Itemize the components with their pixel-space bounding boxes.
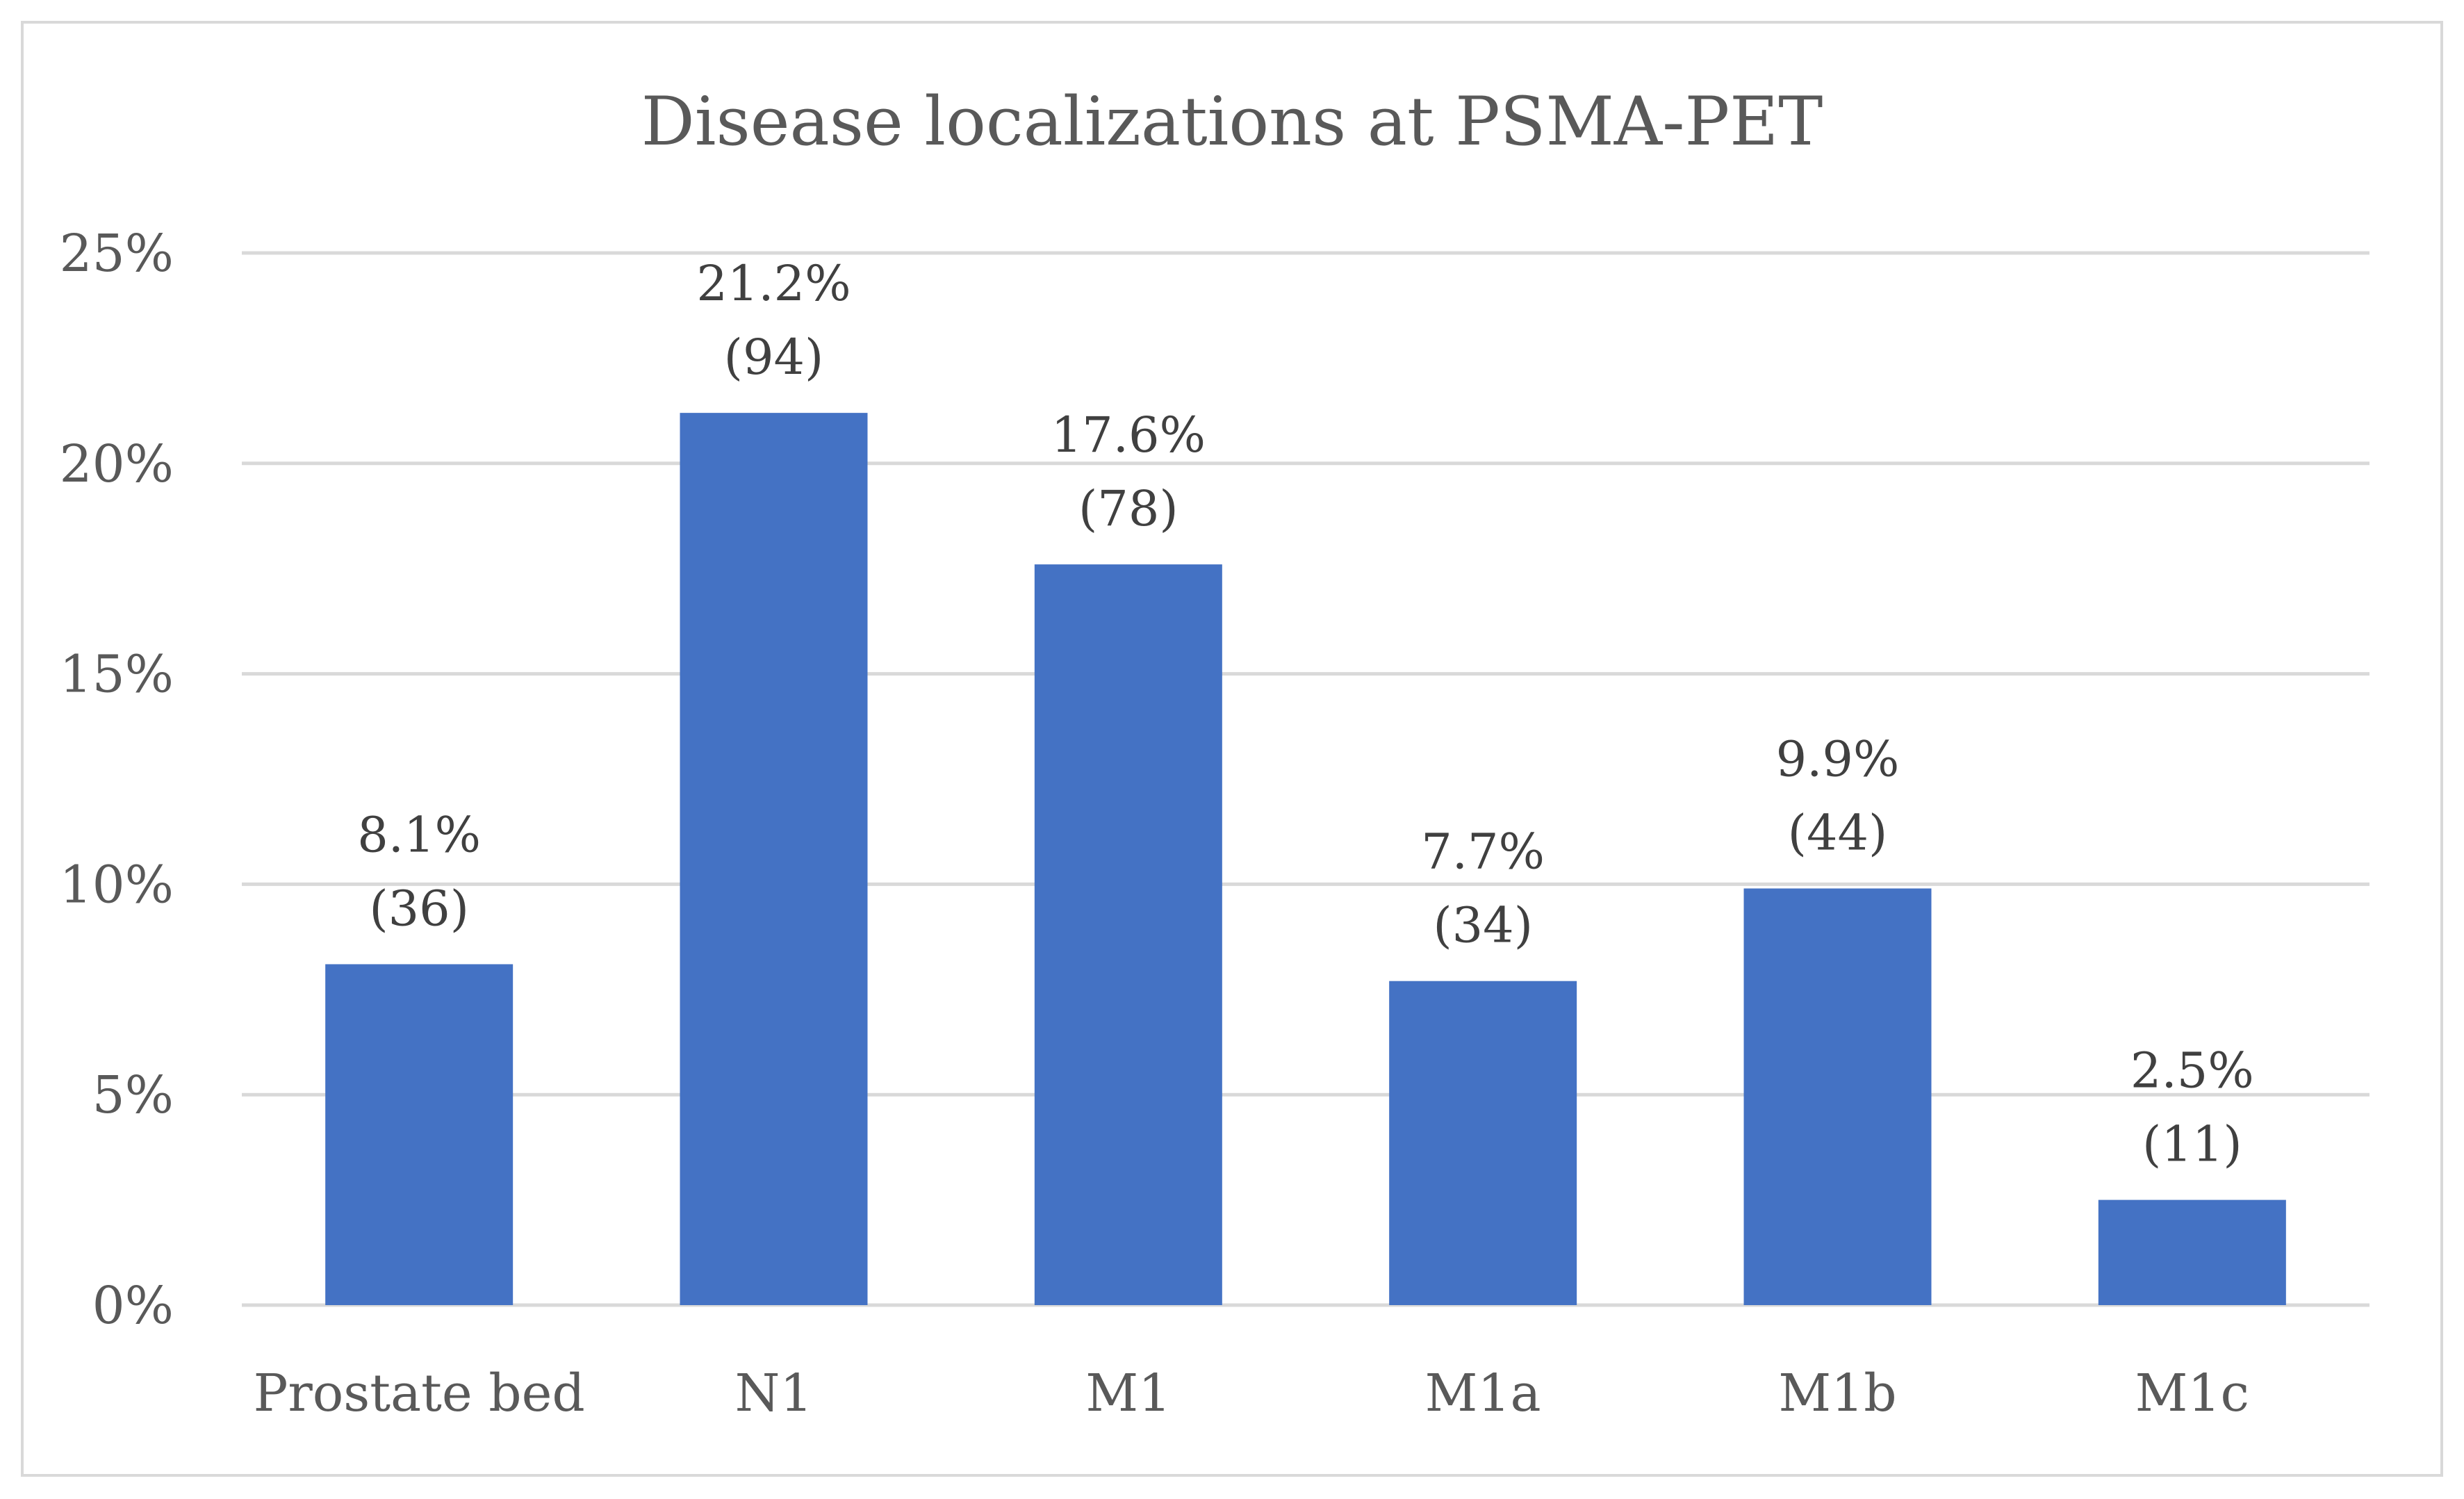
bar-m1b xyxy=(1743,888,1932,1305)
bars xyxy=(325,413,2286,1306)
bar-n1 xyxy=(680,413,868,1306)
y-tick-label-15: 15% xyxy=(60,645,174,705)
data-labels: 8.1% (36) 21.2% (94) 17.6% (78) 7.7% (34) 9.9% (4… xyxy=(357,255,2254,1172)
x-tick-label-m1b: M1b xyxy=(1778,1363,1896,1423)
data-label-count-n1: (94) xyxy=(724,329,824,386)
y-tick-label-0: 0% xyxy=(92,1276,174,1336)
data-label-percent-m1: 17.6% xyxy=(1051,407,1206,464)
data-label-percent-m1b: 9.9% xyxy=(1776,730,1900,787)
grid-lines xyxy=(242,251,2369,1307)
data-label-count-m1a: (34) xyxy=(1433,897,1533,954)
data-label-count-prostate-bed: (36) xyxy=(369,880,469,937)
chart-title: Disease localizations at PSMA-PET xyxy=(641,83,1823,161)
data-label-count-m1b: (44) xyxy=(1788,804,1888,861)
data-label-percent-m1c: 2.5% xyxy=(2130,1042,2254,1099)
x-tick-label-m1a: M1a xyxy=(1425,1363,1541,1423)
bar-m1 xyxy=(1034,564,1222,1305)
bar-m1a xyxy=(1389,981,1577,1305)
y-tick-label-10: 10% xyxy=(60,855,174,915)
data-label-count-m1c: (11) xyxy=(2142,1116,2242,1173)
x-axis-ticks: Prostate bed N1 M1 M1a M1b M1c xyxy=(254,1363,2249,1423)
x-tick-label-n1: N1 xyxy=(735,1363,813,1423)
x-tick-label-prostate-bed: Prostate bed xyxy=(254,1363,585,1423)
y-tick-label-5: 5% xyxy=(92,1065,174,1125)
data-label-percent-n1: 21.2% xyxy=(696,255,851,312)
data-label-percent-prostate-bed: 8.1% xyxy=(357,806,481,863)
y-axis-ticks: 0% 5% 10% 15% 20% 25% xyxy=(60,224,174,1336)
x-tick-label-m1: M1 xyxy=(1085,1363,1171,1423)
y-tick-label-20: 20% xyxy=(60,434,174,494)
data-label-percent-m1a: 7.7% xyxy=(1421,824,1545,880)
data-label-count-m1: (78) xyxy=(1078,480,1178,537)
bar-prostate-bed xyxy=(325,964,514,1305)
x-tick-label-m1c: M1c xyxy=(2135,1363,2249,1423)
y-tick-label-25: 25% xyxy=(60,224,174,284)
bar-m1c xyxy=(2098,1199,2286,1305)
